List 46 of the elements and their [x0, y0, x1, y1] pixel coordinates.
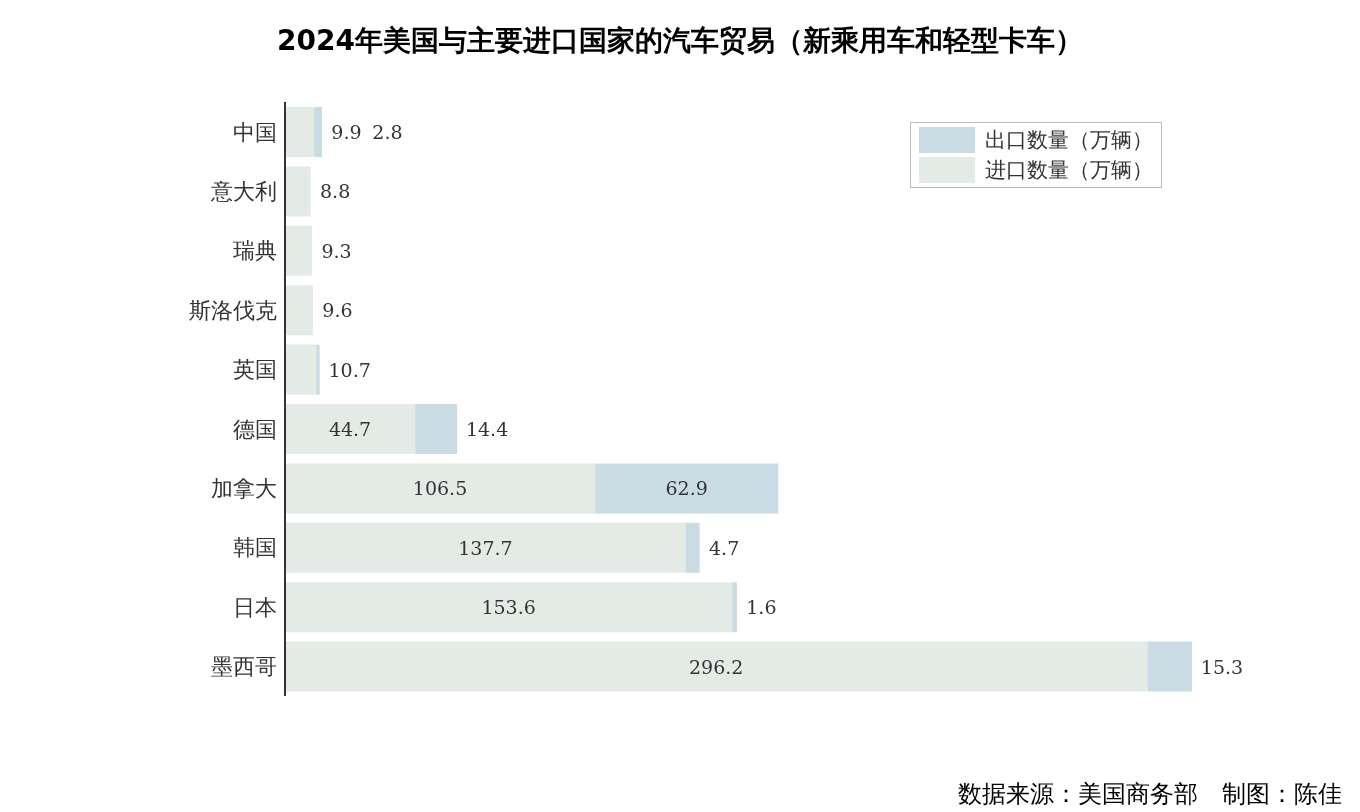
bar — [685, 522, 700, 573]
bar — [285, 166, 311, 217]
y-tick-label: 斯洛伐克 — [189, 297, 277, 323]
data-label: 15.3 — [1200, 655, 1244, 678]
y-tick-label: 日本 — [233, 594, 277, 620]
bar — [285, 285, 313, 336]
bar — [313, 107, 322, 157]
bar — [285, 225, 313, 276]
bar — [595, 463, 779, 514]
bar — [285, 107, 314, 157]
y-tick-label: 英国 — [233, 357, 277, 383]
y-tick-label: 中国 — [233, 119, 277, 145]
bar — [285, 641, 1148, 692]
data-label: 2.8 — [372, 121, 403, 143]
bar — [285, 463, 596, 514]
y-tick-label: 瑞典 — [233, 238, 277, 264]
legend-label: 出口数量（万辆） — [985, 127, 1153, 154]
y-tick-label: 韩国 — [233, 535, 277, 561]
y-tick-label: 墨西哥 — [211, 654, 277, 680]
data-label: 9.3 — [321, 239, 352, 262]
bar — [285, 344, 317, 395]
data-label: 1.6 — [746, 596, 777, 619]
source-note: 数据来源：美国商务部 制图：陈佳 — [957, 779, 1342, 810]
data-label: 137.7 — [458, 536, 513, 559]
data-label: 153.6 — [481, 596, 536, 619]
bar — [285, 404, 416, 454]
data-label: 62.9 — [665, 477, 708, 500]
y-tick-label: 加拿大 — [211, 475, 277, 501]
data-label: 44.7 — [328, 418, 372, 440]
data-label: 14.4 — [465, 418, 509, 440]
y-tick-label: 意大利 — [210, 178, 277, 204]
data-label: 296.2 — [689, 655, 744, 678]
bar — [285, 522, 686, 573]
data-label: 106.5 — [412, 477, 468, 500]
data-label: 9.9 — [331, 121, 362, 143]
bar — [415, 404, 458, 454]
data-label: 10.7 — [328, 358, 371, 381]
bar — [1147, 641, 1192, 692]
data-label: 8.8 — [320, 180, 351, 203]
bar — [732, 582, 737, 633]
data-label: 4.7 — [709, 536, 740, 559]
legend-label: 进口数量（万辆） — [985, 157, 1153, 184]
chart-title: 2024年美国与主要进口国家的汽车贸易（新乘用车和轻型卡车） — [276, 23, 1084, 59]
bar — [285, 582, 733, 633]
data-label: 9.6 — [322, 299, 353, 322]
y-tick-label: 德国 — [233, 416, 277, 442]
